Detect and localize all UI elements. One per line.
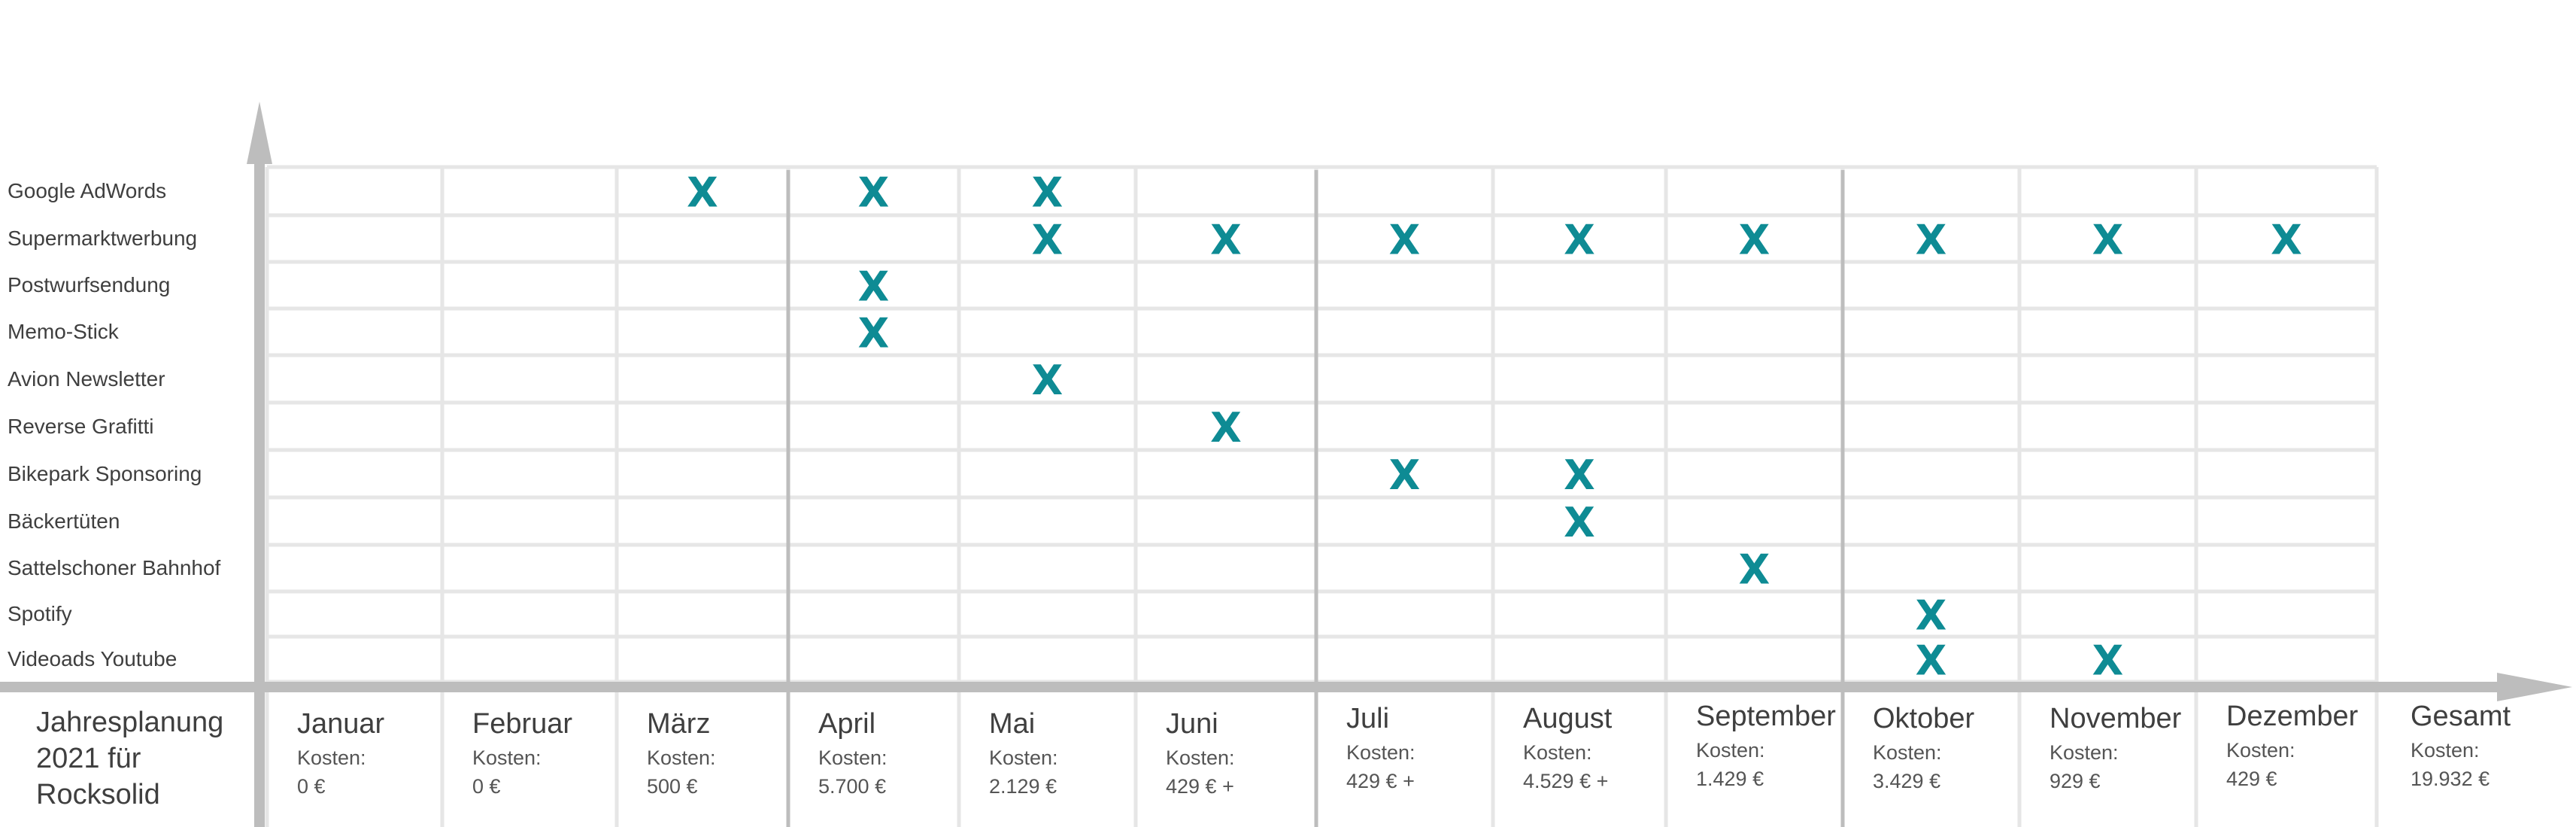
- month-name: Januar: [297, 708, 385, 740]
- axes: [0, 102, 2572, 827]
- total-column: Gesamt Kosten: 19.932 €: [2411, 700, 2511, 793]
- row-label: Bäckertüten: [8, 509, 120, 533]
- month-column: April Kosten: 5.700 €: [818, 707, 887, 801]
- cost-value: 1.429 €: [1696, 768, 1764, 790]
- row-label: Memo-Stick: [8, 320, 119, 343]
- schedule-mark: X: [1032, 169, 1063, 217]
- cost-label: Kosten:: [1523, 741, 1592, 764]
- cost-value: 0 €: [297, 775, 326, 798]
- month-name: April: [818, 708, 876, 740]
- schedule-mark: X: [2271, 217, 2302, 264]
- row-label: Supermarktwerbung: [8, 227, 198, 250]
- chart-title: Jahresplanung 2021 für Rocksolid: [36, 704, 262, 813]
- cost-label: Kosten:: [1873, 741, 1942, 764]
- month-column: Oktober Kosten: 3.429 €: [1873, 702, 1974, 795]
- month-column: März Kosten: 500 €: [647, 707, 716, 801]
- month-name: Februar: [472, 708, 573, 740]
- row-label: Sattelschoner Bahnhof: [8, 556, 221, 579]
- total-cost-value: 19.932 €: [2411, 768, 2490, 790]
- y-axis-line: [254, 151, 265, 827]
- row-label: Avion Newsletter: [8, 366, 165, 391]
- cost-value: 500 €: [647, 775, 698, 798]
- month-name: November: [2050, 703, 2182, 734]
- row-label: Reverse Grafitti: [8, 414, 154, 438]
- month-name: September: [1696, 701, 1836, 732]
- row-label: Bikepark Sponsoring: [8, 461, 202, 485]
- month-name: Dezember: [2226, 701, 2359, 732]
- month-column: Februar Kosten: 0 €: [472, 707, 572, 801]
- schedule-mark: X: [1739, 217, 1770, 264]
- cost-value: 3.429 €: [1873, 770, 1941, 792]
- cost-value: 929 €: [2050, 770, 2101, 792]
- cost-label: Kosten:: [1166, 746, 1235, 769]
- schedule-mark: X: [858, 263, 890, 311]
- title-line-3: Rocksolid: [36, 779, 160, 810]
- cost-value: 429 € +: [1346, 770, 1415, 792]
- cost-value: 429 €: [2226, 768, 2277, 790]
- schedule-mark: X: [1564, 452, 1595, 499]
- month-column: August Kosten: 4.529 € +: [1523, 702, 1612, 795]
- schedule-mark: X: [1916, 592, 1947, 640]
- x-axis-line: [0, 682, 2512, 692]
- cost-value: 429 € +: [1166, 775, 1234, 798]
- month-column: September Kosten: 1.429 €: [1696, 700, 1836, 793]
- schedule-mark: X: [1916, 637, 1947, 685]
- month-name: August: [1523, 703, 1613, 734]
- row-label: Postwurfsendung: [8, 273, 171, 296]
- schedule-mark: X: [1032, 217, 1063, 264]
- row-label: Videoads Youtube: [8, 647, 177, 670]
- schedule-mark: X: [1210, 404, 1242, 452]
- row-label: Spotify: [8, 602, 72, 625]
- schedule-mark: X: [687, 169, 718, 217]
- schedule-mark: X: [1389, 452, 1421, 499]
- schedule-mark: X: [858, 310, 890, 357]
- month-column: Mai Kosten: 2.129 €: [989, 707, 1058, 801]
- schedule-mark: X: [1389, 217, 1421, 264]
- y-axis-arrow: [247, 102, 272, 164]
- cost-value: 4.529 € +: [1523, 770, 1609, 792]
- cost-value: 0 €: [472, 775, 501, 798]
- cost-value: 2.129 €: [989, 775, 1057, 798]
- month-column: Juni Kosten: 429 € +: [1166, 707, 1235, 801]
- month-column: November Kosten: 929 €: [2050, 702, 2181, 795]
- title-line-2: 2021 für: [36, 743, 141, 774]
- schedule-mark: X: [1564, 499, 1595, 546]
- schedule-mark: X: [1739, 546, 1770, 594]
- schedule-mark: X: [1210, 217, 1242, 264]
- month-column: Dezember Kosten: 429 €: [2226, 700, 2358, 793]
- schedule-mark: X: [858, 169, 890, 217]
- x-axis-arrow: [2497, 673, 2572, 701]
- cost-label: Kosten:: [472, 746, 542, 769]
- month-name: Mai: [989, 708, 1036, 740]
- cost-label: Kosten:: [2050, 741, 2119, 764]
- cost-label: Kosten:: [2226, 739, 2295, 762]
- cost-label: Kosten:: [2411, 739, 2480, 762]
- month-name: Oktober: [1873, 703, 1975, 734]
- month-name: Juni: [1166, 708, 1218, 740]
- schedule-mark: X: [2092, 217, 2124, 264]
- cost-label: Kosten:: [647, 746, 716, 769]
- cost-label: Kosten:: [1696, 739, 1765, 762]
- month-column: Januar Kosten: 0 €: [297, 707, 384, 801]
- schedule-mark: X: [1916, 217, 1947, 264]
- total-label: Gesamt: [2411, 701, 2511, 732]
- cost-label: Kosten:: [989, 746, 1058, 769]
- cost-label: Kosten:: [297, 746, 366, 769]
- schedule-mark: X: [1564, 217, 1595, 264]
- cost-label: Kosten:: [818, 746, 887, 769]
- schedule-mark: X: [2092, 637, 2124, 685]
- cost-value: 5.700 €: [818, 775, 887, 798]
- month-name: März: [647, 708, 711, 740]
- month-column: Juli Kosten: 429 € +: [1346, 702, 1415, 795]
- row-label: Google AdWords: [8, 179, 167, 202]
- cost-label: Kosten:: [1346, 741, 1415, 764]
- title-line-1: Jahresplanung: [36, 707, 224, 738]
- month-name: Juli: [1346, 703, 1390, 734]
- quarter-dividers: [786, 170, 1845, 827]
- schedule-mark: X: [1032, 357, 1063, 404]
